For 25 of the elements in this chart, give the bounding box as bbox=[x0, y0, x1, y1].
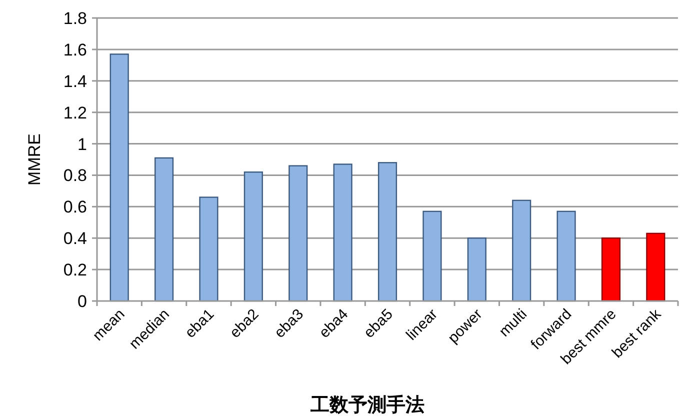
bar bbox=[244, 171, 263, 302]
y-tick-label: 0.8 bbox=[63, 166, 87, 186]
bar bbox=[467, 238, 486, 302]
y-tick-label: 1 bbox=[78, 134, 87, 154]
y-tick-label: 1.4 bbox=[63, 72, 87, 91]
bar bbox=[110, 54, 129, 302]
y-tick-label: 1.8 bbox=[63, 9, 87, 28]
y-tick-label: 0.4 bbox=[63, 229, 87, 248]
bar bbox=[154, 157, 174, 302]
bar bbox=[333, 164, 352, 302]
y-tick-label: 1.6 bbox=[63, 40, 87, 60]
y-tick-label: 0.6 bbox=[63, 198, 87, 217]
y-tick-label: 1.2 bbox=[63, 103, 87, 122]
bar bbox=[422, 210, 442, 302]
y-axis-title: MMRE bbox=[25, 134, 44, 186]
y-tick-label: 0.2 bbox=[63, 260, 87, 280]
bar bbox=[601, 238, 620, 302]
bar bbox=[378, 162, 398, 302]
x-axis-title: 工数予測手法 bbox=[310, 394, 424, 416]
bar bbox=[646, 232, 666, 302]
bar bbox=[199, 196, 218, 302]
bar bbox=[512, 200, 532, 302]
bar bbox=[556, 210, 576, 302]
y-tick-label: 0 bbox=[78, 292, 87, 311]
bar bbox=[288, 165, 308, 302]
